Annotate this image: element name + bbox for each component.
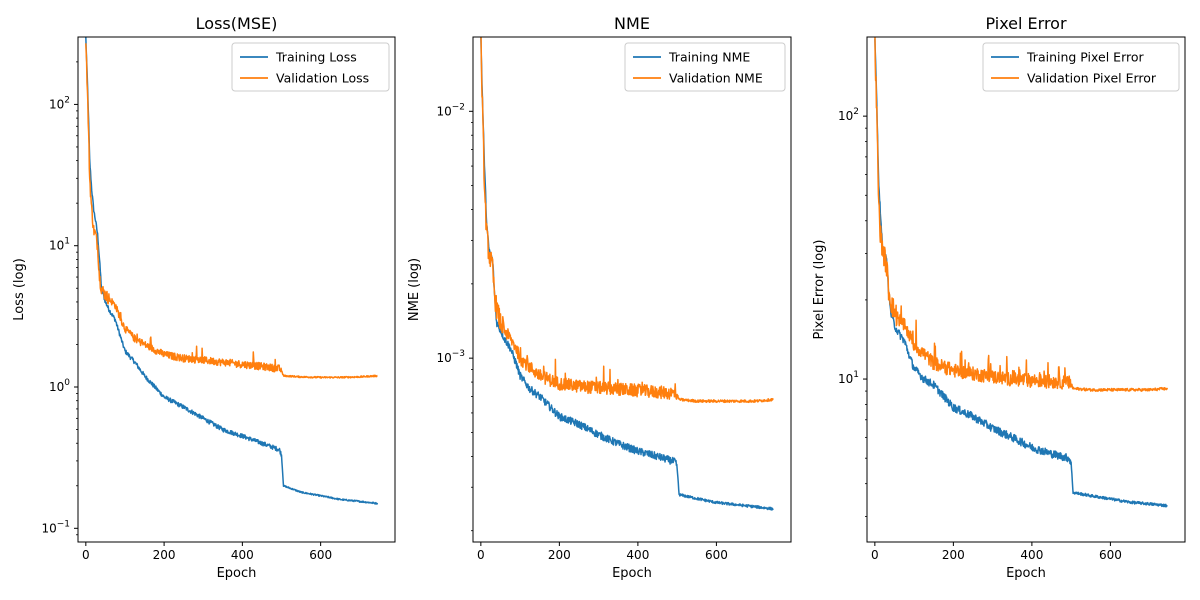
x-tick-label: 400 [626, 548, 649, 562]
x-tick-label: 400 [231, 548, 254, 562]
y-tick-base: 10 [838, 372, 853, 386]
legend-entry: Validation Pixel Error [1027, 71, 1157, 86]
y-tick-label: 101 [838, 370, 859, 386]
chart-panel-1: 0 200 400 60010−1100101102Loss(MSE)EpochLos… [12, 14, 396, 581]
series-line-validation [874, 37, 1169, 392]
series-group [480, 37, 774, 511]
x-tick-label: 600 [309, 548, 332, 562]
legend: Training NME Validation NME [624, 42, 786, 92]
y-tick-exponent: 1 [853, 370, 859, 380]
y-axis-label: NME (log) [407, 258, 422, 321]
y-tick-label: 10−1 [41, 519, 70, 535]
x-tick-label: 0 [477, 548, 485, 562]
y-tick-exponent: −1 [57, 519, 70, 529]
legend-box [624, 42, 786, 92]
plot-frame [472, 36, 792, 543]
y-tick-exponent: 2 [64, 95, 70, 105]
x-axis-label: Epoch [1006, 566, 1046, 581]
y-tick-base: 10 [436, 104, 451, 118]
legend-entry: Validation NME [669, 71, 763, 86]
series-group [85, 37, 379, 505]
plot-frame [866, 36, 1186, 543]
y-tick-base: 10 [838, 109, 853, 123]
x-axis-label: Epoch [217, 566, 257, 581]
x-tick-label: 400 [1020, 548, 1043, 562]
x-tick-label: 600 [705, 548, 728, 562]
plot-frame [77, 36, 396, 543]
y-tick-base: 10 [41, 521, 56, 535]
legend-entry: Training Loss [275, 50, 357, 65]
y-axis-label: Loss (log) [12, 258, 27, 321]
x-tick-label: 0 [82, 548, 90, 562]
y-tick-label: 101 [49, 237, 70, 253]
y-tick-base: 10 [436, 351, 451, 365]
y-tick-base: 10 [49, 97, 64, 111]
chart-title: NME [614, 14, 650, 33]
x-tick-label: 0 [871, 548, 879, 562]
y-tick-label: 102 [838, 107, 859, 123]
series-line-training [85, 37, 379, 505]
y-tick-base: 10 [49, 380, 64, 394]
x-tick-label: 200 [153, 548, 176, 562]
chart-title: Loss(MSE) [196, 14, 278, 33]
y-tick-exponent: 2 [853, 107, 859, 117]
y-tick-base: 10 [49, 239, 64, 253]
series-line-validation [480, 37, 774, 404]
series-line-training [480, 37, 774, 511]
y-tick-exponent: 1 [64, 237, 70, 247]
y-tick-label: 10−2 [436, 102, 465, 118]
x-axis-label: Epoch [612, 566, 652, 581]
chart-title: Pixel Error [985, 14, 1067, 33]
legend: Training Loss Validation Loss [231, 42, 390, 92]
legend-box [982, 42, 1180, 92]
legend-box [231, 42, 390, 92]
y-tick-label: 102 [49, 95, 70, 111]
y-axis-label: Pixel Error (log) [812, 240, 827, 340]
legend-entry: Training NME [668, 50, 750, 65]
series-line-validation [85, 43, 378, 379]
y-tick-exponent: −2 [452, 102, 465, 112]
x-tick-label: 600 [1099, 548, 1122, 562]
series-line-training [874, 38, 1168, 508]
series-group [874, 37, 1169, 508]
legend-entry: Training Pixel Error [1026, 50, 1145, 65]
legend-entry: Validation Loss [276, 71, 369, 86]
y-tick-exponent: 0 [64, 378, 70, 388]
y-tick-exponent: −3 [452, 349, 465, 359]
y-tick-label: 100 [49, 378, 70, 394]
x-tick-label: 200 [942, 548, 965, 562]
x-tick-label: 200 [548, 548, 571, 562]
y-tick-label: 10−3 [436, 349, 465, 365]
legend: Training Pixel Error Validation Pixel Err… [982, 42, 1180, 92]
